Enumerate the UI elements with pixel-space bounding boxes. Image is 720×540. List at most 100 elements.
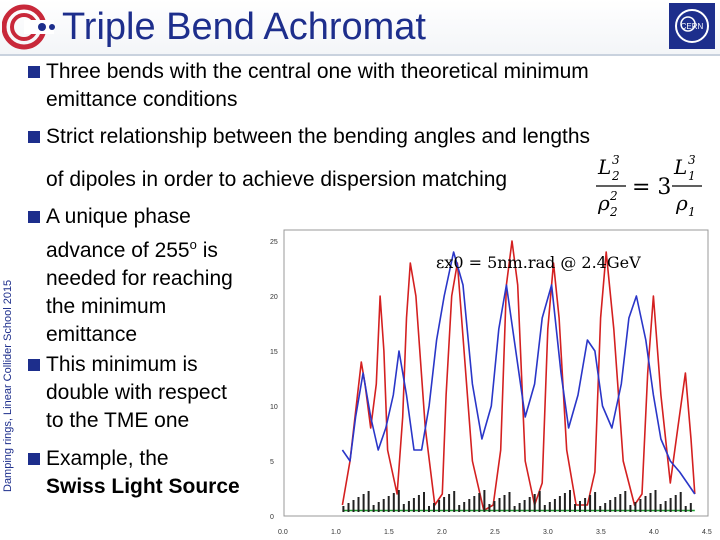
- magnet-bar: [639, 499, 642, 512]
- magnet-bar: [649, 493, 652, 512]
- y-tick-label: 25: [270, 239, 278, 246]
- magnet-bar: [674, 495, 677, 512]
- formula-lhs-den-sub: 2: [609, 205, 618, 219]
- magnet-bar: [548, 502, 551, 512]
- magnet-bar: [569, 490, 571, 512]
- magnet-bar: [508, 492, 511, 512]
- magnet-bar: [579, 501, 581, 512]
- magnet-bar: [357, 497, 360, 512]
- bullet-5-line-1: Example, the: [46, 447, 169, 470]
- magnet-bar: [473, 496, 476, 512]
- magnet-layout: [342, 490, 692, 512]
- magnet-bar: [387, 496, 390, 512]
- magnet-bar: [533, 494, 536, 512]
- magnet-bar: [433, 503, 435, 512]
- magnet-bar: [679, 492, 682, 512]
- magnet-bar: [659, 504, 662, 512]
- formula-rhs-num-sub: 1: [688, 169, 696, 183]
- magnet-bar: [382, 499, 385, 512]
- magnet-bar: [458, 505, 461, 512]
- plot-axes: [283, 229, 709, 517]
- bullet-3-line-1: A unique phase: [46, 205, 191, 228]
- y-tick-label: 10: [270, 404, 278, 411]
- lattice-functions-plot: 0 5 10 15 20 25 0.0 1.0 1.5 2.0 2.5 3.0 3.5 4.0 4.5 ε…: [256, 220, 718, 538]
- x-tick-labels: 0.0 1.0 1.5 2.0 2.5 3.0 3.5 4.0 4.5: [278, 529, 712, 536]
- bullet-4-line-1: This minimum is: [46, 353, 198, 376]
- magnet-bar: [528, 497, 531, 512]
- bullet-4-text: This minimum is double with respect to t…: [46, 351, 227, 435]
- bullet-marker: [28, 359, 40, 371]
- magnet-bar: [619, 494, 622, 512]
- magnet-bar: [594, 492, 597, 512]
- magnet-bar: [483, 490, 486, 512]
- magnet-bar: [367, 491, 370, 512]
- magnet-bar: [614, 497, 617, 512]
- magnet-bar: [654, 490, 657, 512]
- magnet-bar: [498, 498, 501, 512]
- x-tick-label: 1.0: [331, 529, 341, 536]
- magnet-bar: [684, 506, 687, 512]
- svg-text:CERN: CERN: [681, 22, 704, 31]
- bullet-4-line-3: to the TME one: [46, 409, 190, 432]
- magnet-bar: [624, 491, 627, 512]
- magnet-bar: [644, 496, 647, 512]
- bullet-1-line-1: Three bends with the central one with th…: [46, 60, 589, 83]
- page-title: Triple Bend Achromat: [62, 6, 426, 48]
- magnet-bar: [629, 505, 632, 512]
- magnet-bar: [347, 503, 350, 512]
- magnet-bar: [468, 499, 471, 512]
- formula-rhs-num-sup: 3: [688, 153, 696, 167]
- magnet-bar: [463, 502, 466, 512]
- magnet-bar: [493, 501, 496, 512]
- magnet-bar: [558, 496, 561, 512]
- bullet-3-line-5: emittance: [46, 323, 138, 346]
- bullet-4-line-2: double with respect: [46, 381, 227, 404]
- magnet-bar: [438, 500, 441, 512]
- magnet-bar: [584, 498, 587, 512]
- bullet-5-text: Example, the Swiss Light Source: [46, 445, 240, 501]
- y-tick-label: 15: [270, 349, 278, 356]
- y-tick-label: 5: [270, 459, 274, 466]
- x-tick-label: 3.5: [596, 529, 606, 536]
- bullet-1-text: Three bends with the central one with th…: [46, 58, 589, 114]
- cern-logo-icon: CERN: [669, 3, 715, 49]
- magnet-bar: [342, 506, 345, 512]
- magnet-bar: [402, 504, 405, 512]
- magnet-bar: [443, 497, 446, 512]
- x-tick-label: 4.0: [649, 529, 659, 536]
- formula-lhs-num-sub: 2: [611, 169, 620, 183]
- formula-lhs-den: ρ: [597, 191, 610, 215]
- emittance-annotation: εx0 = 5nm.rad @ 2.4GeV: [436, 253, 641, 272]
- x-tick-label: 0.0: [278, 529, 288, 536]
- magnet-bar: [352, 500, 355, 512]
- magnet-bar: [599, 506, 602, 512]
- bullet-3-line-3: needed for reaching: [46, 267, 233, 290]
- esrf-logo-icon: [2, 4, 55, 50]
- magnet-bar: [417, 495, 420, 512]
- magnet-bar: [362, 494, 365, 512]
- bullet-marker: [28, 131, 40, 143]
- formula-rhs-den-sub: 1: [688, 205, 696, 219]
- bullet-3-text: A unique phase advance of 255o is needed…: [46, 203, 233, 349]
- magnet-bar: [689, 503, 692, 512]
- bullet-5-line-2: Swiss Light Source: [46, 475, 240, 498]
- series-line-2: [341, 251, 696, 495]
- bullet-3-line-2: advance of 255o is: [46, 231, 233, 265]
- magnet-bar: [372, 505, 375, 512]
- x-tick-label: 3.0: [543, 529, 553, 536]
- phase-advance-text: advance of 255: [46, 239, 190, 262]
- magnet-bar: [397, 490, 400, 512]
- y-tick-labels: 0 5 10 15 20 25: [270, 239, 278, 521]
- magnet-bar: [634, 502, 637, 512]
- magnet-bar: [604, 503, 607, 512]
- magnet-bar: [448, 494, 451, 512]
- formula-lhs-num: L: [597, 155, 611, 179]
- magnet-bar: [407, 501, 410, 512]
- magnet-bar: [488, 504, 491, 512]
- formula-lhs-den-sup: 2: [609, 189, 618, 203]
- sidebar-footer: Damping rings, Linear Collider School 20…: [2, 279, 14, 492]
- dispersion-matching-formula: L 2 3 ρ 2 2 = 3 L 1 3 ρ 1: [596, 153, 702, 219]
- bullet-1-line-2: emittance conditions: [46, 88, 238, 111]
- formula-equals: = 3: [632, 175, 671, 200]
- bullet-marker: [28, 66, 40, 78]
